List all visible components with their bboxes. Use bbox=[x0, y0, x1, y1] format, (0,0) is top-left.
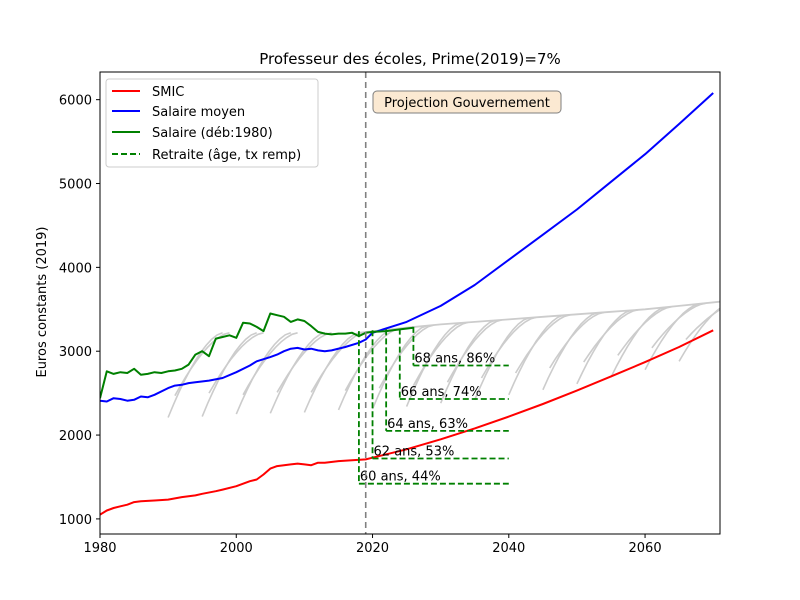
retirement-label-3: 66 ans, 74% bbox=[401, 385, 482, 400]
series-lines bbox=[100, 92, 714, 516]
career-curve-29 bbox=[651, 302, 707, 349]
legend: SMIC Salaire moyen Salaire (déb:1980) Re… bbox=[105, 78, 319, 168]
x-tick-label-2060: 2060 bbox=[629, 541, 662, 556]
career-curve-21 bbox=[514, 314, 571, 374]
career-curve-25 bbox=[583, 309, 639, 363]
career-curve-19 bbox=[480, 316, 537, 379]
projection-annotation: Projection Gouvernement bbox=[372, 90, 562, 114]
y-axis: 1000 2000 3000 4000 5000 6000 bbox=[59, 94, 100, 528]
career-curve-6 bbox=[269, 332, 326, 414]
retirement-markers: 60 ans, 44% 62 ans, 53% 64 ans, 63% 66 ans,… bbox=[358, 326, 509, 485]
y-tick-label-1000: 1000 bbox=[59, 513, 92, 528]
career-curve-30 bbox=[678, 307, 720, 362]
career-curve-28 bbox=[644, 303, 700, 371]
series-line-salaire-moyen bbox=[100, 92, 714, 403]
y-tick-label-3000: 3000 bbox=[59, 345, 92, 360]
plot-frame bbox=[99, 71, 721, 535]
career-curve-5 bbox=[242, 332, 298, 396]
x-tick-label-1980: 1980 bbox=[83, 541, 116, 556]
career-curve-1 bbox=[174, 332, 230, 397]
series-line-smic bbox=[100, 329, 714, 516]
y-tick-label-2000: 2000 bbox=[59, 429, 92, 444]
retirement-label-4: 68 ans, 86% bbox=[414, 351, 495, 366]
career-curve-17 bbox=[446, 319, 503, 383]
career-envelope bbox=[358, 300, 720, 334]
retirement-label-0: 60 ans, 44% bbox=[360, 470, 441, 485]
retirement-label-1: 62 ans, 53% bbox=[374, 445, 455, 460]
series-line-salaire-deb-1980 bbox=[100, 312, 414, 399]
career-curve-16 bbox=[439, 319, 496, 404]
legend-label-salaire-deb: Salaire (déb:1980) bbox=[152, 126, 273, 141]
y-axis-label: Euros constants (2019) bbox=[35, 226, 50, 377]
career-curve-14 bbox=[405, 322, 462, 407]
x-tick-label-2020: 2020 bbox=[356, 541, 389, 556]
career-curve-0 bbox=[167, 332, 223, 418]
career-curve-31 bbox=[685, 308, 720, 341]
legend-label-retraite: Retraite (âge, tx remp) bbox=[152, 148, 301, 163]
y-tick-label-6000: 6000 bbox=[59, 94, 92, 109]
legend-label-salaire-moyen: Salaire moyen bbox=[152, 105, 245, 120]
retirement-label-2: 64 ans, 63% bbox=[387, 417, 468, 432]
career-curve-15 bbox=[412, 321, 469, 386]
x-tick-label-2000: 2000 bbox=[220, 541, 253, 556]
career-curve-7 bbox=[276, 332, 332, 393]
x-axis: 1980 2000 2020 2040 2060 bbox=[83, 534, 662, 556]
career-curve-8 bbox=[303, 332, 360, 413]
annotation-box bbox=[372, 90, 562, 114]
legend-label-smic: SMIC bbox=[152, 85, 184, 100]
career-curve-23 bbox=[549, 311, 605, 369]
career-curve-12 bbox=[371, 324, 428, 410]
x-tick-label-2040: 2040 bbox=[492, 541, 525, 556]
legend-box bbox=[105, 78, 319, 168]
y-tick-label-5000: 5000 bbox=[59, 178, 92, 193]
y-tick-label-4000: 4000 bbox=[59, 261, 92, 276]
annotation-text: Projection Gouvernement bbox=[384, 96, 550, 111]
career-curve-13 bbox=[378, 324, 435, 389]
chart-title: Professeur des écoles, Prime(2019)=7% bbox=[259, 50, 561, 68]
career-curve-27 bbox=[617, 305, 673, 356]
